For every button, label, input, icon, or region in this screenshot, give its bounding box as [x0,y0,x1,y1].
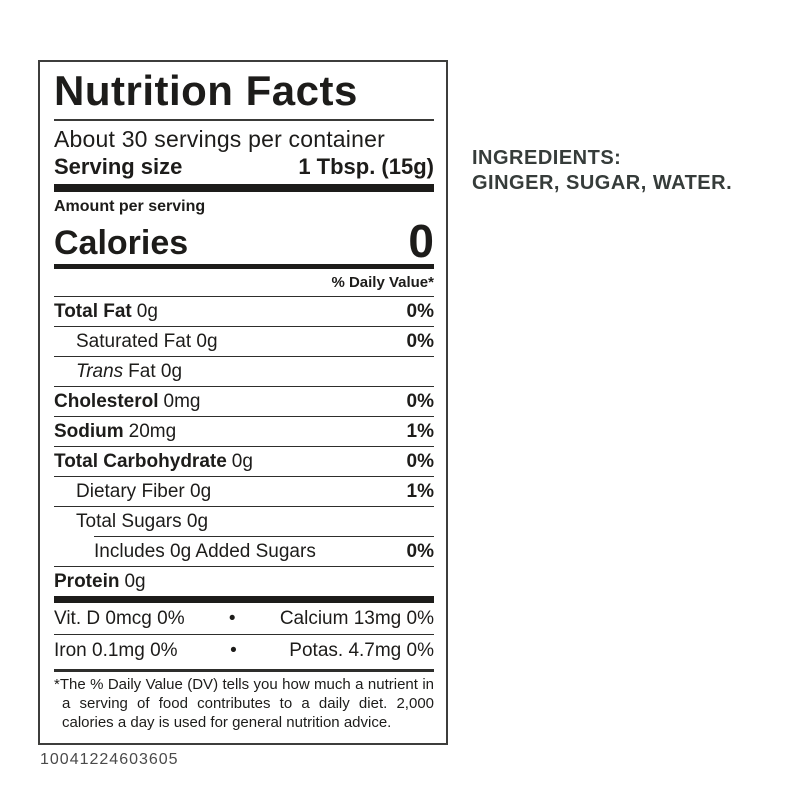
separator [54,506,434,507]
calories-value: 0 [408,215,434,267]
barcode-number: 10041224603605 [40,751,179,768]
separator [54,119,434,121]
nutrient-name: Sodium [54,421,124,442]
separator [54,669,434,672]
nutrient-row-total-fat: Total Fat 0g 0% [54,297,434,326]
nutrient-dv: 1% [406,421,434,442]
micronutrient-right: Calcium 13mg 0% [279,608,434,629]
calories-row: Calories 0 [54,215,434,267]
nutrient-row-added-sugars: Includes 0g Added Sugars 0% [54,537,434,566]
nutrient-name: Cholesterol [54,391,159,412]
separator-indented [94,536,434,537]
separator [54,566,434,567]
nutrition-facts-label: Nutrition Facts About 30 servings per co… [38,60,448,745]
bullet-separator: • [230,640,237,661]
micronutrient-left: Vit. D 0mcg 0% [54,608,185,629]
nutrient-row-total-carbohydrate: Total Carbohydrate 0g 0% [54,447,434,476]
separator [54,416,434,417]
nutrient-dv: 1% [406,481,434,502]
nutrient-dv: 0% [406,331,434,352]
thick-rule [54,184,434,192]
bullet-separator: • [228,608,236,629]
micronutrient-row-1: Vit. D 0mcg 0% • Calcium 13mg 0% [54,603,434,634]
nutrient-name: Total Carbohydrate [54,451,227,472]
serving-size-value: 1 Tbsp. (15g) [298,154,434,179]
nutrient-amount: 20mg [128,421,177,442]
nutrient-dv: 0% [406,301,434,322]
micronutrient-row-2: Iron 0.1mg 0% • Potas. 4.7mg 0% [54,635,434,666]
nutrient-dv: 0% [406,451,434,472]
micronutrient-left: Iron 0.1mg 0% [54,640,178,661]
daily-value-header: % Daily Value* [331,274,434,291]
nutrient-dv: 0% [406,541,434,562]
calories-label: Calories [54,224,189,262]
nutrient-amount: 0mg [163,391,201,412]
separator [54,476,434,477]
nutrient-amount: 0g [124,571,146,592]
separator [54,326,434,327]
nutrient-row-protein: Protein 0g [54,567,434,596]
separator [54,356,434,357]
label-title: Nutrition Facts [54,67,358,114]
ingredients-panel: INGREDIENTS: GINGER, SUGAR, WATER. [472,146,782,196]
ingredients-list: GINGER, SUGAR, WATER. [472,172,733,194]
nutrient-row-cholesterol: Cholesterol 0mg 0% [54,387,434,416]
nutrient-name: Dietary Fiber 0g [76,481,212,502]
servings-per-container: About 30 servings per container [54,126,385,152]
nutrient-amount: 0g [136,301,158,322]
nutrient-name: Saturated Fat 0g [76,331,218,352]
nutrient-dv: 0% [406,391,434,412]
nutrient-name: Total Sugars 0g [76,511,209,532]
nutrient-name: Protein [54,571,120,592]
separator [54,634,434,635]
micronutrient-right: Potas. 4.7mg 0% [289,640,434,661]
nutrient-name: Includes 0g Added Sugars [94,541,316,562]
nutrient-name: Total Fat [54,301,132,322]
nutrient-name: Fat 0g [128,361,183,382]
nutrient-row-dietary-fiber: Dietary Fiber 0g 1% [54,477,434,506]
ingredients-heading: INGREDIENTS: [472,147,622,169]
nutrient-row-total-sugars: Total Sugars 0g [54,507,434,536]
separator [54,386,434,387]
nutrient-row-trans-fat: Trans Fat 0g [54,357,434,386]
thick-rule [54,596,434,603]
nutrient-name-italic: Trans [76,361,124,382]
separator [54,296,434,297]
footnote: *The % Daily Value (DV) tells you how mu… [54,675,434,731]
separator [54,446,434,447]
nutrient-row-saturated-fat: Saturated Fat 0g 0% [54,327,434,356]
medium-rule [54,264,434,269]
amount-per-serving-label: Amount per serving [54,198,206,215]
nutrient-row-sodium: Sodium 20mg 1% [54,417,434,446]
serving-size-label: Serving size [54,154,183,179]
serving-size-row: Serving size 1 Tbsp. (15g) [54,153,434,180]
nutrient-amount: 0g [231,451,253,472]
